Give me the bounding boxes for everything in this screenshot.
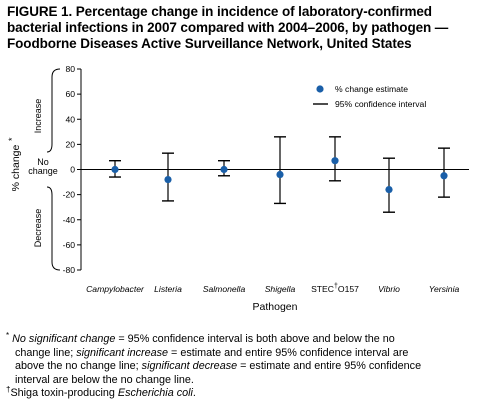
decrease-brace (46, 186, 61, 271)
fn-decrease-term: significant decrease (141, 360, 238, 372)
y-tick-label: -80 (63, 265, 76, 275)
footnote-star-line-4: interval are below the no change line. (6, 374, 478, 388)
estimate-points (111, 157, 448, 194)
decrease-label: Decrease (33, 209, 43, 248)
fn-star-seg-1b: change line; (15, 346, 77, 359)
fn-dagger-end: . (192, 387, 196, 399)
y-tick-label: -40 (63, 215, 76, 225)
no-change-label-1: No (37, 157, 49, 167)
title-line-2: bacterial infections in 2007 compared wi… (7, 20, 449, 35)
y-tick-label: -60 (63, 240, 76, 250)
x-tick-label-yersinia: Yersinia (429, 284, 460, 294)
footnote-star-line-3: above the no change line; significant de… (6, 360, 478, 374)
estimate-point-yersinia (440, 172, 448, 180)
title-line-1: FIGURE 1. Percentage change in incidence… (7, 4, 432, 19)
footnotes: * No significant change = 95% confidence… (6, 331, 478, 401)
x-tick-labels: Campylobacter Listeria Salmonella Shigella S… (86, 283, 459, 294)
legend-estimate-label: % change estimate (335, 84, 408, 94)
dagger-marker: † (6, 385, 11, 394)
x-tick-label-vibrio: Vibrio (378, 284, 400, 294)
fn-star-seg-3a: = estimate and entire 95% confidence int… (168, 346, 409, 359)
footnote-dagger-line: †Shiga toxin-producing Escherichia coli. (6, 385, 478, 401)
x-axis-label: Pathogen (253, 301, 298, 313)
y-tick-label: 60 (65, 89, 75, 99)
estimate-point-campylobacter (111, 165, 119, 174)
fn-star-seg-5b: interval are below the no change line. (15, 373, 194, 386)
fn-dagger-species: Escherichia coli (117, 387, 193, 399)
y-ticks: 80 60 40 20 0 -20 -40 -60 -80 (63, 64, 81, 275)
no-change-label-2: change (28, 166, 58, 176)
y-axis-title: % change * (7, 137, 22, 191)
figure-title: FIGURE 1. Percentage change in incidence… (7, 4, 477, 52)
estimate-point-salmonella (220, 165, 228, 174)
y-axis-label: % change (10, 144, 22, 191)
y-axis-marker: * (7, 137, 17, 141)
y-tick-label: 80 (65, 64, 75, 74)
y-tick-label: 20 (65, 139, 75, 149)
estimate-point-shigella (276, 170, 284, 179)
estimate-point-stec (331, 157, 339, 165)
x-tick-label-salmonella: Salmonella (203, 284, 246, 294)
fn-increase-term: significant increase (76, 346, 169, 359)
footnote-star-line-1: * No significant change = 95% confidence… (6, 331, 478, 347)
y-tick-label: 0 (70, 165, 75, 175)
legend-ci-label: 95% confidence interval (335, 99, 426, 109)
fn-star-seg-5a: = estimate and entire 95% confidence (237, 360, 422, 372)
y-tick-label: -20 (63, 190, 76, 200)
x-tick-label-stec: STEC†O157 (311, 283, 359, 294)
fn-star-seg-3b: above the no change line; (15, 360, 142, 372)
increase-brace (46, 68, 61, 153)
fn-no-change-term: No significant change (12, 333, 116, 345)
title-line-3: Foodborne Diseases Active Surveillance N… (7, 36, 412, 51)
x-tick-label-shigella: Shigella (265, 284, 296, 294)
fn-star-seg-1a: = 95% confidence interval is both above … (115, 333, 395, 345)
footnote-star-line-2: change line; significant increase = esti… (6, 347, 478, 361)
fn-dagger-prefix: Shiga toxin-producing (10, 387, 118, 399)
legend-estimate-marker (316, 85, 324, 93)
estimate-point-listeria (164, 175, 172, 184)
increase-label: Increase (33, 99, 43, 134)
star-marker: * (6, 331, 10, 340)
x-tick-label-campylobacter: Campylobacter (86, 284, 145, 294)
y-tick-label: 40 (65, 114, 75, 124)
x-tick-label-listeria: Listeria (154, 284, 182, 294)
estimate-point-vibrio (385, 186, 393, 194)
legend: % change estimate 95% confidence interva… (313, 84, 426, 109)
confidence-intervals (109, 136, 450, 213)
